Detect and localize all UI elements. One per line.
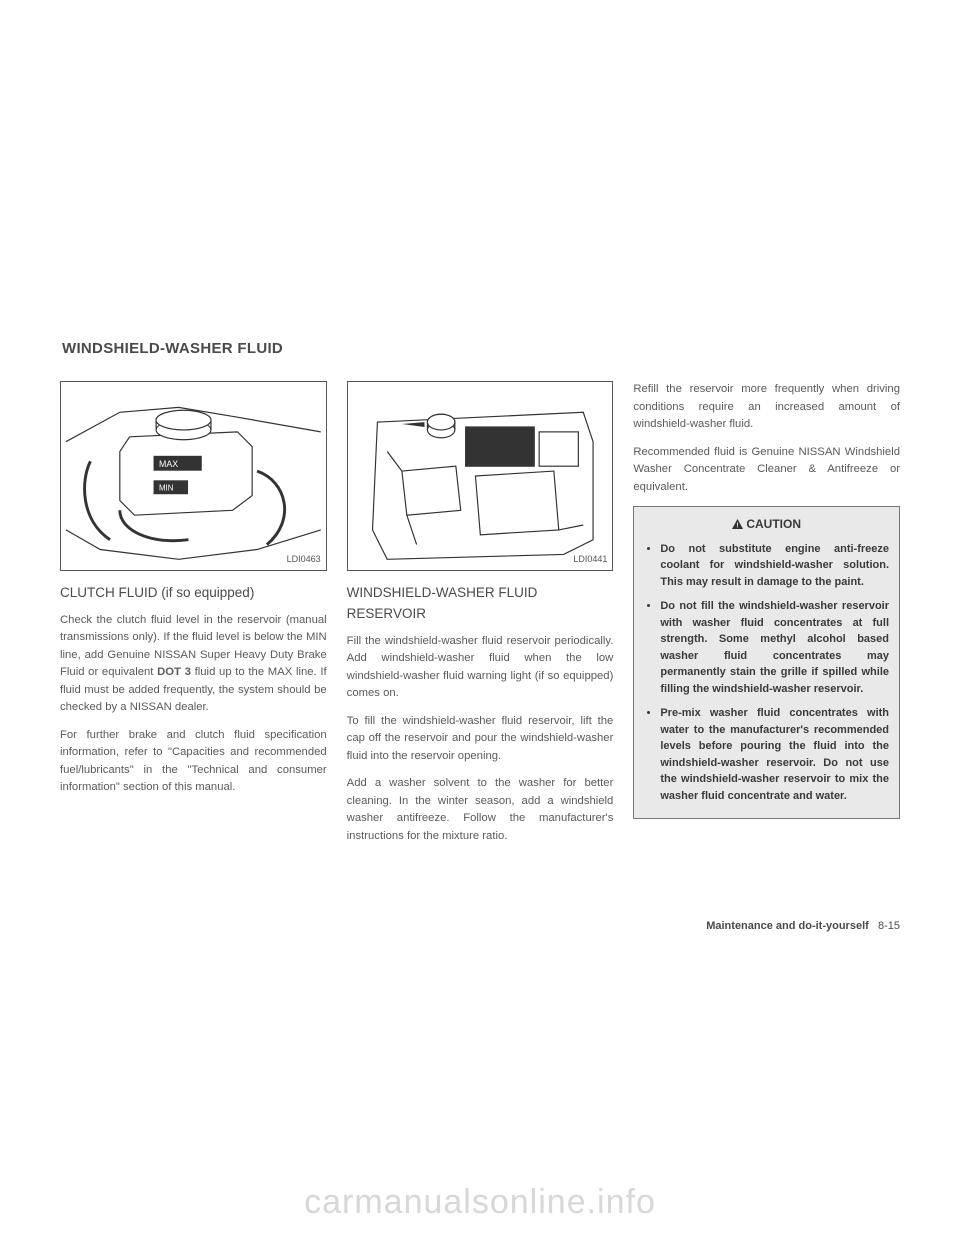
min-label: MIN xyxy=(159,484,174,493)
column-3: Refill the reservoir more frequently whe… xyxy=(633,381,900,855)
watermark: carmanualsonline.info xyxy=(0,1183,960,1222)
column-1: MAX MIN LDI0463 CLUTCH FLUID (if so equi… xyxy=(60,381,327,855)
clutch-fluid-para-1: Check the clutch fluid level in the rese… xyxy=(60,612,327,717)
caution-title: ! CAUTION xyxy=(644,515,889,535)
caution-list: Do not substitute engine anti-freeze coo… xyxy=(644,541,889,805)
refill-para: Refill the reservoir more frequently whe… xyxy=(633,381,900,434)
washer-para-1: Fill the windshield-washer fluid reservo… xyxy=(347,633,614,703)
washer-reservoir-figure: LDI0441 xyxy=(347,381,614,571)
caution-item: Pre-mix washer fluid concentrates with w… xyxy=(660,705,889,804)
footer-page-number: 8-15 xyxy=(878,920,900,932)
clutch-fluid-para-2: For further brake and clutch fluid speci… xyxy=(60,727,327,797)
figure-label: LDI0441 xyxy=(573,553,607,567)
clutch-fluid-heading: CLUTCH FLUID (if so equipped) xyxy=(60,583,327,604)
manual-page: WINDSHIELD-WASHER FLUID xyxy=(0,0,960,1242)
caution-item: Do not fill the windshield-washer reserv… xyxy=(660,598,889,697)
caution-box: ! CAUTION Do not substitute engine anti-… xyxy=(633,506,900,819)
washer-para-3: Add a washer solvent to the washer for b… xyxy=(347,775,614,845)
footer-section: Maintenance and do-it-yourself xyxy=(706,920,869,932)
warning-icon: ! xyxy=(732,516,743,535)
caution-item: Do not substitute engine anti-freeze coo… xyxy=(660,541,889,591)
figure-label: LDI0463 xyxy=(287,553,321,567)
max-label: MAX xyxy=(159,459,178,469)
page-footer: Maintenance and do-it-yourself 8-15 xyxy=(706,920,900,932)
washer-para-2: To fill the windshield-washer fluid rese… xyxy=(347,713,614,766)
recommended-fluid-para: Recommended fluid is Genuine NISSAN Wind… xyxy=(633,444,900,497)
section-header: WINDSHIELD-WASHER FLUID xyxy=(62,340,900,357)
washer-reservoir-heading: WINDSHIELD-WASHER FLUID RESERVOIR xyxy=(347,583,614,625)
svg-text:!: ! xyxy=(737,523,739,530)
clutch-fluid-figure: MAX MIN LDI0463 xyxy=(60,381,327,571)
washer-reservoir-illustration xyxy=(348,382,613,570)
content-columns: MAX MIN LDI0463 CLUTCH FLUID (if so equi… xyxy=(60,381,900,855)
column-2: LDI0441 WINDSHIELD-WASHER FLUID RESERVOI… xyxy=(347,381,614,855)
clutch-reservoir-illustration: MAX MIN xyxy=(61,382,326,570)
